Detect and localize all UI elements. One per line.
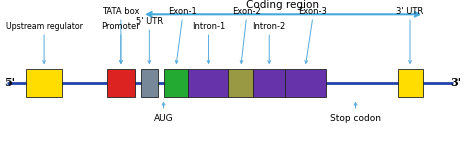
Text: Coding region: Coding region: [246, 0, 319, 10]
Text: Stop codon: Stop codon: [330, 114, 381, 123]
Text: 3' UTR: 3' UTR: [396, 7, 424, 16]
Bar: [285, 69, 326, 97]
Bar: [253, 69, 285, 97]
Bar: [141, 69, 158, 97]
Text: 5' UTR: 5' UTR: [136, 17, 163, 26]
Text: Exon-2: Exon-2: [232, 7, 261, 16]
Text: Promoter: Promoter: [101, 22, 140, 31]
Bar: [228, 69, 253, 97]
Bar: [398, 69, 423, 97]
Text: Exon-3: Exon-3: [299, 7, 327, 16]
Text: TATA box: TATA box: [102, 7, 140, 16]
Text: AUG: AUG: [154, 114, 173, 123]
Bar: [188, 69, 228, 97]
Text: Exon-1: Exon-1: [168, 7, 197, 16]
Text: Intron-2: Intron-2: [253, 22, 286, 31]
Bar: [107, 69, 135, 97]
Text: 3': 3': [450, 78, 462, 88]
Text: Intron-1: Intron-1: [192, 22, 225, 31]
Text: Upstream regulator: Upstream regulator: [6, 22, 82, 31]
Bar: [164, 69, 188, 97]
Bar: [26, 69, 62, 97]
Text: 5': 5': [4, 78, 15, 88]
